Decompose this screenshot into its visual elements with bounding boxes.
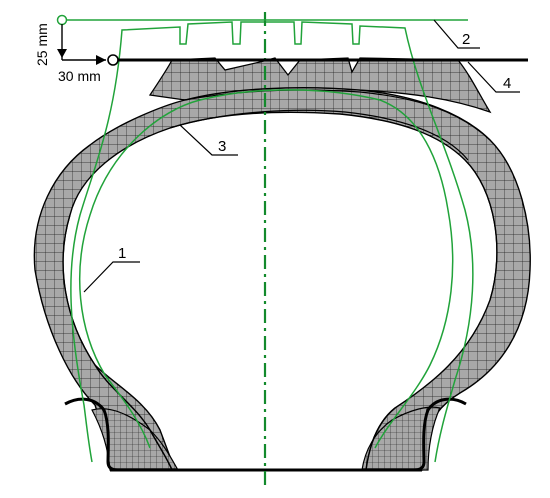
callout-4-leader bbox=[467, 61, 520, 93]
callouts: 1 2 3 4 bbox=[83, 19, 520, 293]
callout-1-label: 1 bbox=[118, 245, 126, 262]
callout-2-label: 2 bbox=[462, 31, 470, 48]
rim-right-flange bbox=[413, 397, 467, 472]
callout-1-leader bbox=[83, 261, 140, 293]
outer-green-profile bbox=[70, 21, 474, 463]
dimension-markers: 25 mm 30 mm bbox=[34, 14, 119, 84]
deformed-tire-mesh bbox=[33, 57, 531, 471]
horizontal-dimension-label: 30 mm bbox=[58, 68, 101, 84]
right-arrowhead bbox=[96, 55, 106, 65]
down-arrowhead bbox=[57, 49, 67, 58]
contact-point bbox=[107, 54, 119, 66]
vertical-dimension-label: 25 mm bbox=[34, 23, 50, 66]
callout-3-label: 3 bbox=[218, 138, 226, 155]
callout-4-label: 4 bbox=[503, 75, 511, 92]
reference-point bbox=[56, 14, 68, 26]
rim bbox=[64, 397, 467, 472]
callout-3-leader bbox=[179, 124, 238, 156]
rim-left-flange bbox=[64, 397, 119, 472]
undeformed-profile bbox=[70, 21, 474, 463]
inner-green-profile bbox=[79, 89, 454, 449]
left-bead bbox=[91, 408, 180, 471]
callout-2-leader bbox=[433, 19, 480, 49]
